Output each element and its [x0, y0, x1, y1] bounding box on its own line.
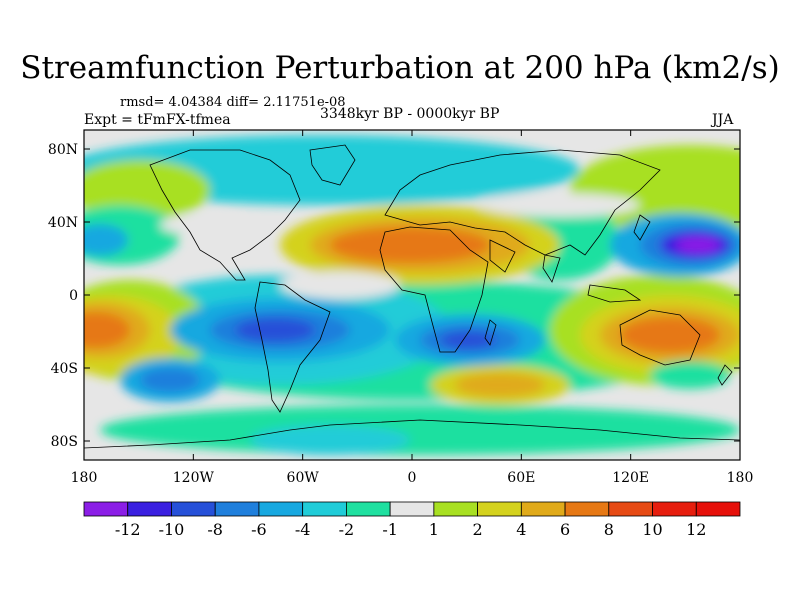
lon-tick-label: 60W [287, 470, 320, 486]
colorbar-label: -12 [115, 520, 141, 539]
stats-label: rmsd= 4.04384 diff= 2.11751e-08 [120, 95, 346, 110]
lat-tick-label: 40S [51, 361, 78, 377]
colorbar-swatch [83, 501, 129, 517]
colorbar-swatch [564, 501, 610, 517]
lon-tick-label: 0 [408, 470, 417, 486]
colorbar-swatch [127, 501, 172, 517]
colorbar-swatch [652, 501, 697, 517]
lon-tick-label: 120W [173, 470, 215, 486]
colorbar-label: 12 [686, 520, 706, 539]
colorbar-label: -10 [159, 520, 185, 539]
experiment-label: Expt = tFmFX-tfmea [84, 112, 231, 128]
longitude-axis: 180 120W 60W 0 60E 120E 180 [71, 130, 754, 486]
colorbar-label: -1 [382, 520, 398, 539]
colorbar-label: -4 [295, 520, 311, 539]
colorbar-swatch [520, 501, 566, 517]
colorbar-swatch [302, 501, 347, 517]
colorbar-swatch [258, 501, 304, 517]
colorbar-swatch [695, 501, 741, 517]
colorbar-label: 4 [516, 520, 526, 539]
colorbar-label: 1 [429, 520, 439, 539]
colorbar-label: 2 [473, 520, 483, 539]
chart-title: Streamfunction Perturbation at 200 hPa (… [20, 50, 780, 86]
colorbar-swatch [214, 501, 260, 517]
period-label: 3348kyr BP - 0000kyr BP [320, 106, 500, 122]
lon-tick-label: 180 [71, 470, 98, 486]
colorbar: -12 -10 -8 -6 -4 -2 -1 1 2 4 6 8 10 12 [83, 501, 741, 539]
contour-field [84, 130, 740, 460]
colorbar-label: 8 [604, 520, 614, 539]
colorbar-label: 10 [642, 520, 662, 539]
colorbar-label: -8 [207, 520, 223, 539]
colorbar-swatch [608, 501, 653, 517]
lat-tick-label: 80N [48, 142, 78, 158]
coastlines [84, 144, 740, 449]
colorbar-swatch [389, 501, 435, 517]
colorbar-swatch [171, 501, 216, 517]
lat-tick-label: 80S [51, 434, 78, 450]
colorbar-swatch [433, 501, 479, 517]
lon-tick-label: 60E [507, 470, 535, 486]
colorbar-label: -6 [251, 520, 267, 539]
lat-tick-label: 0 [69, 288, 78, 304]
colorbar-swatch [477, 501, 522, 517]
lat-tick-label: 40N [48, 215, 78, 231]
lon-tick-label: 120E [612, 470, 649, 486]
lon-tick-label: 180 [727, 470, 754, 486]
colorbar-label: 6 [560, 520, 570, 539]
latitude-axis: 80N 40N 0 40S 80S [48, 142, 740, 450]
colorbar-label: -2 [339, 520, 355, 539]
colorbar-swatch [345, 501, 391, 517]
season-label: JJA [712, 112, 734, 128]
